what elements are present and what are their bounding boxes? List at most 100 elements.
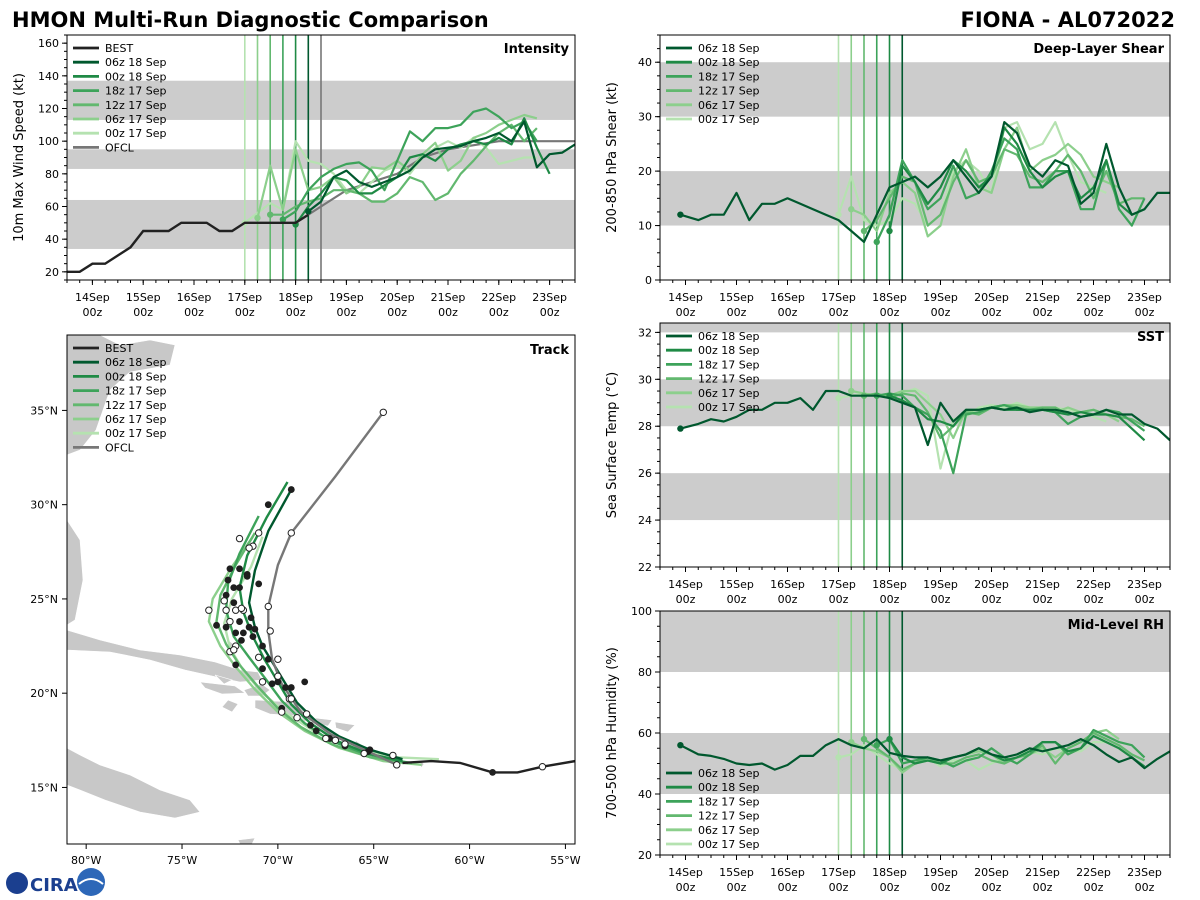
x-tick-sublabel: 00z bbox=[1084, 593, 1104, 606]
init-marker-06z-18-sep bbox=[305, 208, 312, 215]
y-tick-label: 26 bbox=[638, 467, 652, 480]
init-marker-00z-17-sep bbox=[835, 754, 842, 761]
x-tick-sublabel: 00z bbox=[286, 306, 306, 319]
x-tick-label: 23Sep bbox=[1127, 578, 1162, 591]
best-track-line bbox=[402, 759, 575, 774]
lon-tick-label: 80°W bbox=[71, 854, 101, 867]
land-mass-12 bbox=[67, 747, 201, 819]
legend-label-12z-17-sep: 12z 17 Sep bbox=[698, 85, 760, 98]
y-tick-label: 20 bbox=[638, 165, 652, 178]
y-tick-label: 24 bbox=[638, 514, 652, 527]
series-group bbox=[677, 387, 1170, 475]
x-tick-label: 23Sep bbox=[1127, 866, 1162, 879]
track-point-12z bbox=[245, 544, 253, 552]
track-point-00z bbox=[230, 599, 238, 607]
panel-title: SST bbox=[1137, 330, 1164, 345]
track-line-00z-17-sep bbox=[223, 536, 439, 761]
x-tick-sublabel: 00z bbox=[982, 593, 1002, 606]
land-mass-0 bbox=[67, 335, 176, 456]
legend-label-12z-17-sep: 12z 17 Sep bbox=[105, 399, 167, 412]
x-tick-sublabel: 00z bbox=[184, 306, 204, 319]
track-point-00z bbox=[249, 633, 257, 641]
threshold-band-0 bbox=[660, 473, 1170, 521]
track-point-00z bbox=[307, 721, 314, 729]
track-point-00z bbox=[245, 623, 253, 631]
track-point-12z bbox=[254, 653, 263, 662]
panel-title: Track bbox=[530, 343, 569, 358]
track-point-12z bbox=[237, 604, 246, 613]
x-tick-sublabel: 00z bbox=[337, 306, 357, 319]
x-tick-sublabel: 00z bbox=[931, 881, 951, 894]
legend-label-00z-18-sep: 00z 18 Sep bbox=[105, 70, 167, 83]
lat-tick-label: 15°N bbox=[30, 781, 58, 794]
y-tick-label: 10 bbox=[638, 220, 652, 233]
y-axis-label: 700-500 hPa Humidity (%) bbox=[605, 647, 620, 819]
x-tick-sublabel: 00z bbox=[1033, 306, 1053, 319]
x-tick-label: 21Sep bbox=[431, 291, 466, 304]
x-tick-label: 21Sep bbox=[1025, 578, 1060, 591]
lon-tick-label: 55°W bbox=[550, 854, 580, 867]
threshold-band-2 bbox=[660, 323, 1170, 333]
track-point-00z bbox=[247, 614, 255, 622]
legend-label-06z-17-sep: 06z 17 Sep bbox=[105, 413, 167, 426]
series-line-00z-18-sep bbox=[294, 117, 551, 226]
init-marker-06z-18-sep bbox=[677, 211, 684, 218]
ofcl-track-point bbox=[287, 529, 295, 537]
legend-label-ofcl: OFCL bbox=[105, 141, 135, 154]
x-tick-label: 14Sep bbox=[668, 291, 703, 304]
x-tick-sublabel: 00z bbox=[438, 306, 458, 319]
legend-label-18z-17-sep: 18z 17 Sep bbox=[698, 358, 760, 371]
globe-icon bbox=[6, 872, 28, 894]
rh-panel: 20 40 60 80 100 14Sep 00z 15Sep 00z 16Sep 00z 17Sep… bbox=[605, 605, 1171, 894]
x-tick-label: 16Sep bbox=[770, 578, 805, 591]
x-tick-label: 22Sep bbox=[1076, 291, 1111, 304]
track-point-12z bbox=[331, 736, 340, 745]
legend-label-00z-17-sep: 00z 17 Sep bbox=[105, 127, 167, 140]
x-tick-sublabel: 00z bbox=[880, 593, 900, 606]
x-tick-label: 17Sep bbox=[821, 291, 856, 304]
legend-label-12z-17-sep: 12z 17 Sep bbox=[105, 99, 167, 112]
x-tick-sublabel: 00z bbox=[829, 881, 849, 894]
x-tick-sublabel: 00z bbox=[727, 593, 747, 606]
lon-tick-label: 65°W bbox=[359, 854, 389, 867]
x-tick-sublabel: 00z bbox=[676, 593, 696, 606]
x-tick-label: 17Sep bbox=[821, 578, 856, 591]
legend-label-best: BEST bbox=[105, 42, 133, 55]
legend-label-00z-18-sep: 00z 18 Sep bbox=[105, 370, 167, 383]
series-line-06z-18-sep bbox=[679, 738, 1170, 771]
land-mass-3 bbox=[199, 681, 246, 695]
x-tick-label: 21Sep bbox=[1025, 291, 1060, 304]
track-point-12z bbox=[360, 749, 368, 758]
badge-wave bbox=[78, 878, 104, 885]
threshold-band-1 bbox=[660, 611, 1170, 672]
x-tick-sublabel: 00z bbox=[829, 306, 849, 319]
x-tick-sublabel: 00z bbox=[1135, 593, 1155, 606]
legend-label-06z-18-sep: 06z 18 Sep bbox=[698, 42, 760, 55]
y-tick-label: 60 bbox=[45, 201, 59, 214]
track-point-00z bbox=[259, 642, 266, 650]
ofcl-track-point bbox=[379, 408, 388, 416]
x-tick-sublabel: 00z bbox=[829, 593, 849, 606]
init-marker-18z-17-sep bbox=[279, 216, 287, 223]
ofcl-track-point bbox=[274, 655, 282, 663]
lat-tick-label: 30°N bbox=[30, 499, 58, 512]
track-point-12z bbox=[235, 534, 244, 543]
y-tick-label: 20 bbox=[638, 849, 652, 862]
x-tick-label: 19Sep bbox=[923, 866, 958, 879]
init-marker-12z-17-sep bbox=[267, 211, 274, 218]
land-mass-1 bbox=[67, 519, 84, 626]
x-tick-sublabel: 00z bbox=[727, 881, 747, 894]
init-marker-12z-17-sep bbox=[860, 735, 868, 743]
track-point-00z bbox=[312, 727, 320, 735]
legend-label-00z-18-sep: 00z 18 Sep bbox=[698, 56, 760, 69]
x-tick-label: 20Sep bbox=[974, 866, 1009, 879]
map-frame bbox=[66, 334, 576, 845]
x-tick-label: 14Sep bbox=[668, 866, 703, 879]
track-point-00z bbox=[232, 629, 240, 637]
x-tick-label: 21Sep bbox=[1025, 866, 1060, 879]
y-tick-label: 40 bbox=[45, 233, 59, 246]
track-point-00z bbox=[264, 501, 272, 509]
x-tick-label: 15Sep bbox=[719, 866, 754, 879]
track-point-00z bbox=[236, 565, 243, 573]
legend-label-06z-17-sep: 06z 17 Sep bbox=[698, 824, 760, 837]
